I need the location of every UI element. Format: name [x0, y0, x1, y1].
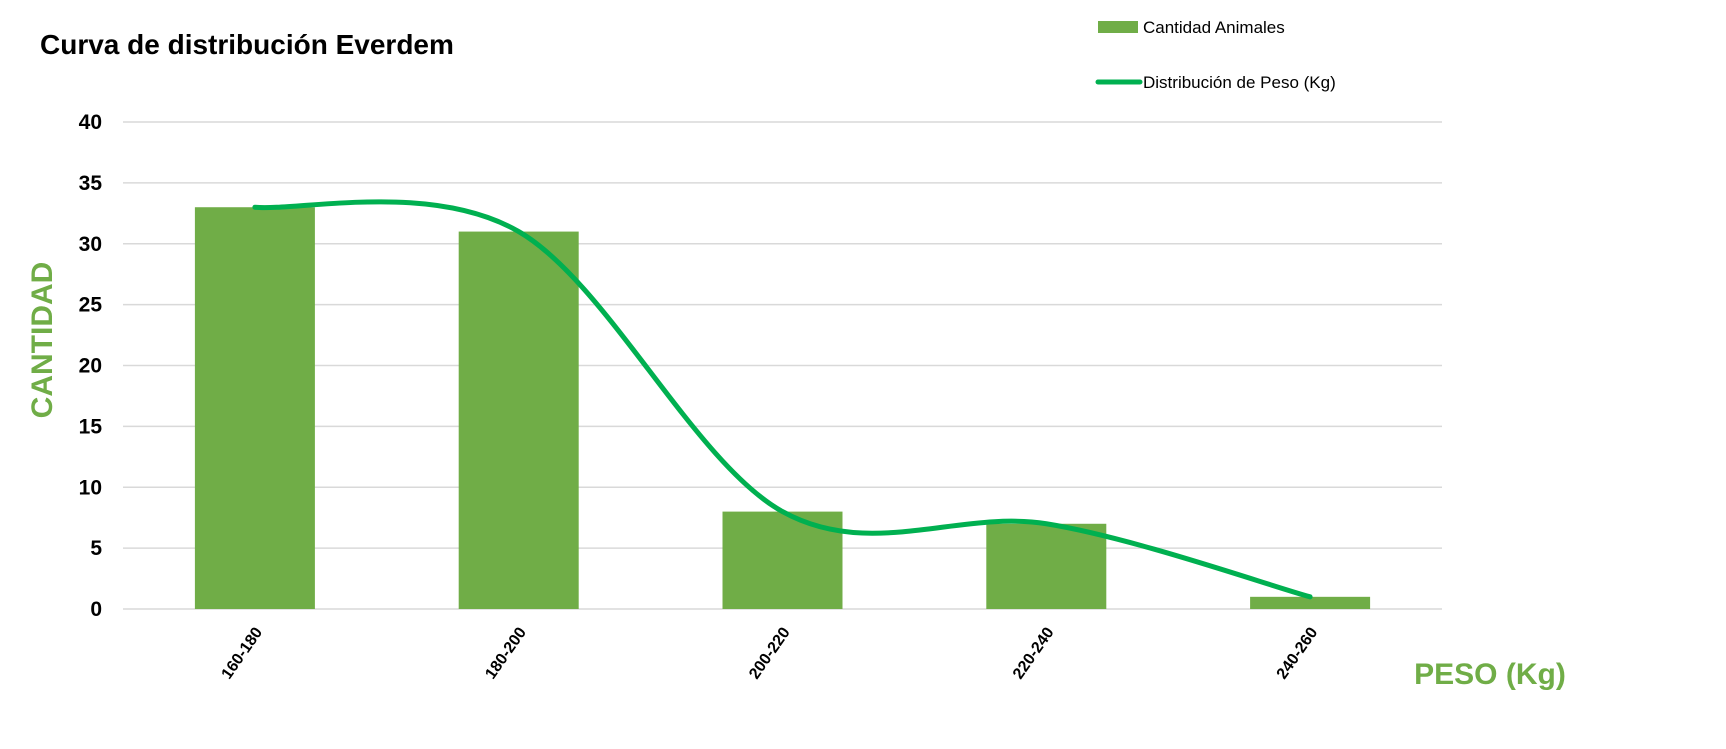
- bar-series: [194, 207, 1371, 609]
- line-series: [252, 199, 1313, 600]
- y-tick-label: 10: [79, 476, 102, 499]
- y-tick-label: 0: [90, 598, 102, 621]
- y-tick-label: 25: [79, 294, 103, 317]
- x-tick-label: 180-200: [482, 624, 530, 682]
- distribution-line: [252, 199, 1313, 600]
- y-tick-label: 35: [79, 172, 103, 195]
- x-axis-label: PESO (Kg): [1414, 658, 1566, 691]
- y-axis-ticks: 0 5 10 15 20 25 30 35 40: [79, 111, 103, 621]
- bar: [458, 231, 579, 609]
- bar: [986, 523, 1107, 609]
- y-tick-label: 15: [79, 415, 103, 438]
- legend: Cantidad Animales Distribución de Peso (…: [1095, 18, 1336, 92]
- y-tick-label: 20: [79, 355, 102, 378]
- legend-line-label: Distribución de Peso (Kg): [1143, 73, 1336, 92]
- legend-bar-label: Cantidad Animales: [1143, 18, 1285, 37]
- legend-bar-swatch: [1098, 21, 1138, 33]
- bar: [1250, 596, 1371, 609]
- chart-title: Curva de distribución Everdem: [40, 29, 454, 60]
- x-axis-ticks: 160-180 180-200 200-220 220-240 240-260: [219, 624, 1322, 682]
- y-axis-label: CANTIDAD: [26, 262, 59, 419]
- bar: [194, 207, 315, 609]
- y-tick-label: 40: [79, 111, 102, 134]
- grid-lines: [123, 121, 1442, 610]
- x-tick-label: 220-240: [1010, 624, 1058, 682]
- y-tick-label: 5: [90, 537, 102, 560]
- x-tick-label: 200-220: [746, 624, 794, 682]
- x-tick-label: 160-180: [219, 624, 267, 682]
- x-tick-label: 240-260: [1274, 624, 1322, 682]
- y-tick-label: 30: [79, 233, 102, 256]
